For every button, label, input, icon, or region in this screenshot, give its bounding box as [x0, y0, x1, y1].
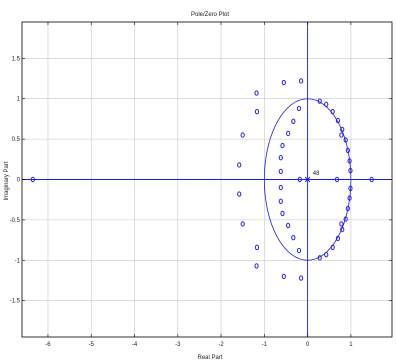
- zero-marker: [30, 176, 35, 183]
- zero-marker: [340, 226, 345, 233]
- zero-marker: [347, 158, 352, 164]
- zero-marker: [317, 98, 322, 104]
- zero-marker: [335, 235, 341, 242]
- axis-ticks: -6 -5 -4 -3 -2 -1 0 1 -1.5 -1 -0.5 0 0.5 1 1.5: [10, 22, 392, 348]
- x-tick-label: 1: [349, 342, 353, 348]
- zero-marker: [345, 147, 350, 154]
- x-axis-label: Real Part: [197, 355, 222, 361]
- zero-marker: [345, 205, 350, 212]
- zero-marker: [240, 221, 245, 227]
- zero-marker: [317, 255, 322, 261]
- zero-marker: [254, 244, 260, 251]
- y-tick-label: -1: [15, 258, 21, 264]
- zero-marker: [280, 142, 285, 149]
- zero-marker: [335, 117, 341, 124]
- zero-marker: [281, 79, 286, 86]
- zero-marker: [296, 247, 302, 254]
- y-tick-label: -1.5: [10, 299, 21, 305]
- zero-marker: [299, 78, 304, 84]
- zero-marker: [278, 198, 283, 205]
- y-axis-label: Imaginary Part: [4, 161, 10, 200]
- zero-marker: [254, 90, 259, 96]
- y-tick-label: 1: [17, 97, 21, 103]
- zero-marker: [343, 137, 348, 143]
- zero-marker: [339, 132, 344, 138]
- x-tick-label: -1: [262, 342, 268, 348]
- zero-marker: [324, 251, 329, 258]
- zero-marker: [237, 162, 242, 168]
- zero-marker: [240, 132, 245, 138]
- zero-marker: [330, 244, 335, 251]
- zero-marker: [330, 108, 335, 115]
- zero-marker: [340, 126, 345, 133]
- zero-marker: [254, 263, 259, 269]
- x-tick-label: -3: [175, 342, 181, 348]
- zero-marker: [278, 168, 283, 175]
- zero-marker: [286, 222, 291, 229]
- zero-marker: [281, 273, 286, 280]
- zero-marker: [296, 105, 302, 112]
- x-tick-label: -4: [132, 342, 138, 348]
- zero-marker: [291, 118, 296, 125]
- x-tick-label: 0: [306, 342, 310, 348]
- zero-marker: [339, 221, 344, 227]
- zero-marker: [348, 167, 353, 174]
- zero-marker: [297, 176, 302, 183]
- zero-marker: [299, 275, 304, 281]
- zero-marker: [369, 176, 374, 183]
- y-tick-label: 1.5: [12, 56, 21, 62]
- zero-marker: [286, 130, 291, 137]
- pole-zero-marks: [30, 78, 374, 281]
- zero-marker: [348, 185, 353, 192]
- zero-marker: [347, 195, 352, 201]
- zero-marker: [291, 234, 296, 241]
- x-tick-label: -2: [218, 342, 224, 348]
- y-tick-label: -0.5: [10, 218, 21, 224]
- annotations: 48: [313, 171, 320, 177]
- y-tick-label: 0: [17, 178, 21, 184]
- zero-marker: [254, 108, 260, 115]
- multiplicity-annotation: 48: [313, 171, 320, 177]
- zero-marker: [280, 210, 285, 217]
- y-tick-label: 0.5: [12, 137, 21, 143]
- chart-title: Pole/Zero Plot: [191, 12, 229, 18]
- zero-marker: [343, 216, 348, 222]
- zero-marker: [324, 101, 329, 108]
- zero-marker: [334, 176, 340, 183]
- zero-marker: [237, 191, 242, 197]
- zero-marker: [278, 184, 283, 191]
- zero-marker: [278, 154, 283, 161]
- x-tick-label: -6: [45, 342, 51, 348]
- x-tick-label: -5: [89, 342, 95, 348]
- pole-marker: [304, 176, 311, 183]
